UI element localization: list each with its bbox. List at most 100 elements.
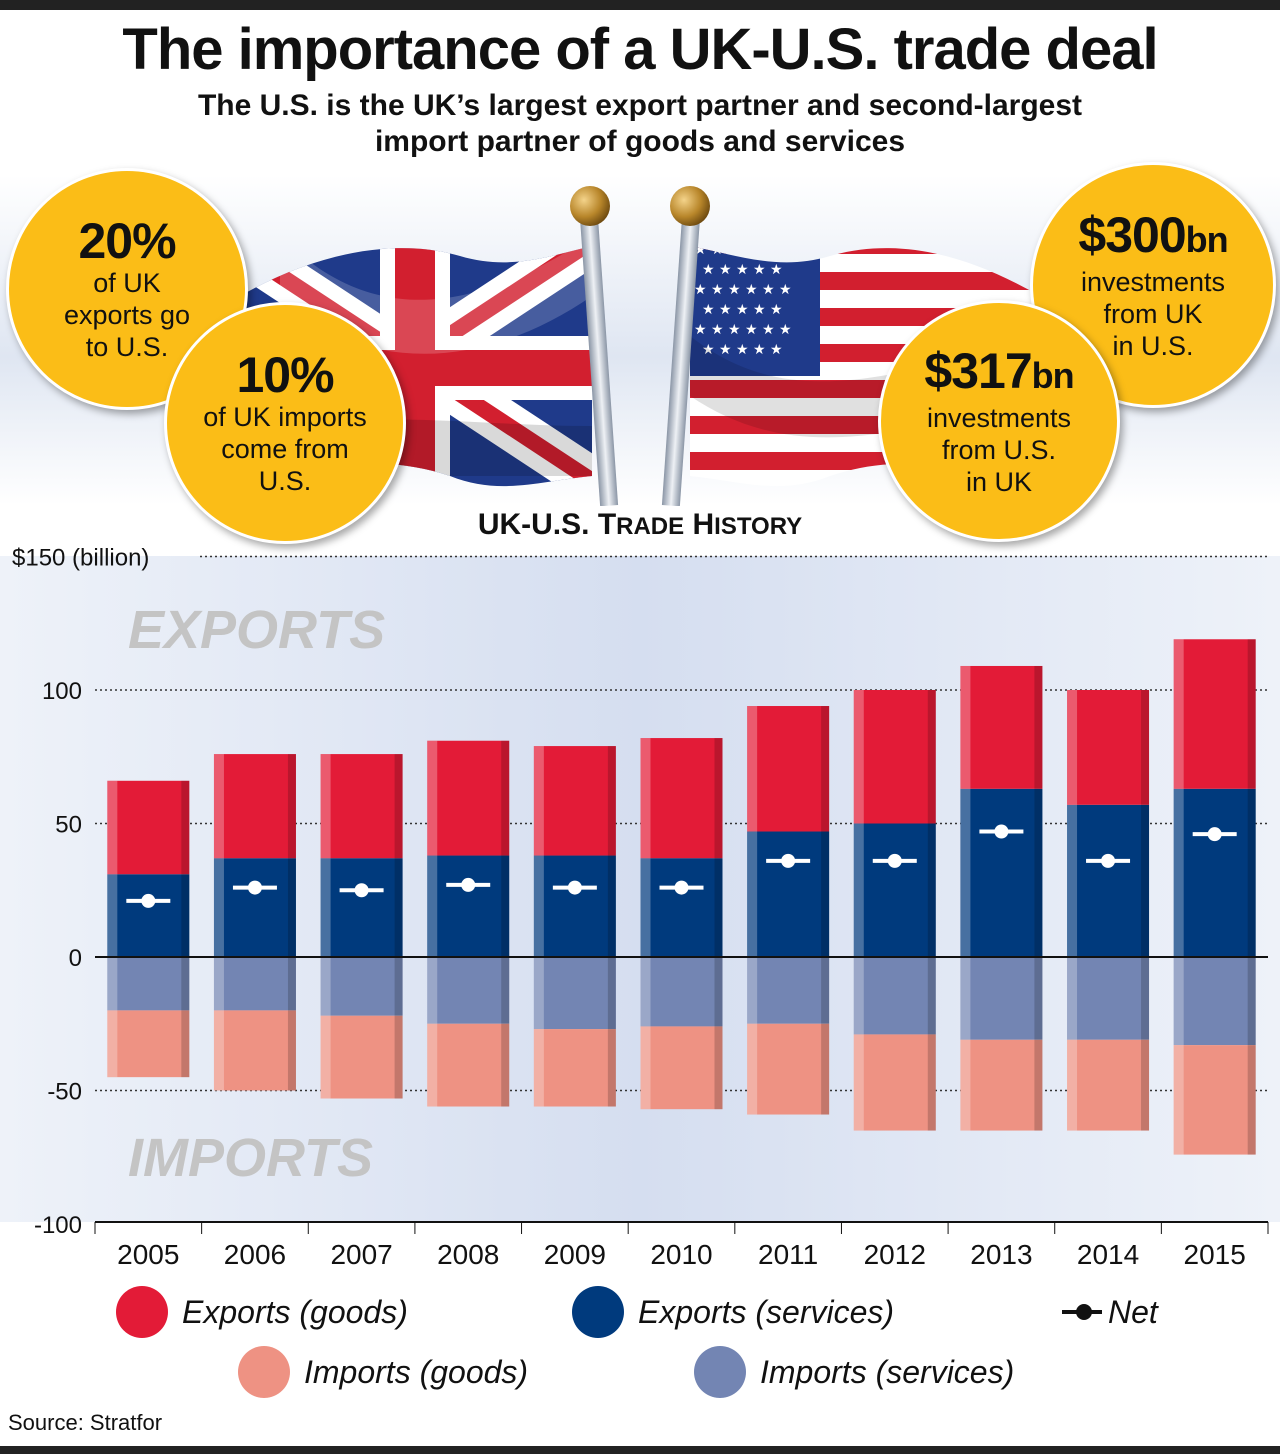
net-dot	[354, 883, 369, 898]
svg-text:★ ★ ★ ★ ★: ★ ★ ★ ★ ★	[702, 342, 783, 358]
y-axis-label: $150 (billion)	[12, 545, 149, 572]
bar-segment	[533, 855, 616, 957]
bar-highlight	[853, 823, 864, 957]
bar-highlight	[960, 957, 971, 1040]
bar-highlight	[427, 740, 438, 856]
bar-segment	[853, 1034, 936, 1131]
bar-highlight	[107, 1010, 118, 1078]
svg-text:★ ★ ★ ★ ★ ★: ★ ★ ★ ★ ★ ★	[694, 242, 792, 258]
bar-2006-imports-services	[213, 957, 296, 1011]
bar-shade	[287, 858, 296, 957]
net-marker-2005	[126, 893, 171, 908]
bar-2007-imports-services	[320, 957, 403, 1016]
x-tick-label-2008: 2008	[437, 1239, 499, 1270]
bar-2006-exports-services	[213, 858, 296, 957]
bar-2007-imports-goods	[320, 1015, 403, 1099]
bar-segment	[533, 746, 616, 856]
uk-investment-line-2: from UK	[1103, 298, 1203, 329]
bar-2010-imports-goods	[640, 1026, 723, 1110]
bar-segment	[213, 957, 296, 1011]
bar-segment	[747, 831, 830, 957]
net-marker-2015	[1192, 827, 1237, 842]
bar-highlight	[1067, 1039, 1078, 1131]
legend-exports-goods-label: Exports (goods)	[182, 1293, 408, 1330]
net-marker-2008	[446, 877, 491, 892]
svg-text:★ ★ ★ ★ ★: ★ ★ ★ ★ ★	[702, 262, 783, 278]
bar-segment	[320, 858, 403, 957]
bar-highlight	[1173, 957, 1184, 1046]
bar-2011-exports-goods	[747, 706, 830, 832]
x-tick-label-2007: 2007	[330, 1239, 392, 1270]
bar-shade	[607, 957, 616, 1030]
legend-exports-goods-swatch	[116, 1286, 168, 1338]
bar-shade	[1141, 957, 1150, 1040]
bar-shade	[287, 1010, 296, 1091]
bar-segment	[640, 957, 723, 1027]
y-tick-label-2: 0	[69, 945, 82, 972]
bar-highlight	[427, 855, 438, 957]
bar-highlight	[1067, 804, 1078, 957]
bar-2012-exports-services	[853, 823, 936, 957]
bar-2009-imports-services	[533, 957, 616, 1030]
bar-2007-exports-services	[320, 858, 403, 957]
us-investment-line-2: from U.S.	[941, 434, 1056, 465]
us-investment-value: $317bn	[924, 345, 1074, 402]
bar-highlight	[1067, 957, 1078, 1040]
bar-2014-imports-services	[1067, 957, 1150, 1040]
uk-exports-share-line-3: to U.S.	[85, 332, 169, 362]
net-dot	[141, 893, 156, 908]
bar-shade	[607, 746, 616, 856]
bar-2014-exports-services	[1067, 804, 1150, 957]
plot-background	[0, 556, 1280, 1222]
uk-exports-share-line-1: of UK	[93, 268, 161, 298]
bar-shade	[501, 855, 510, 957]
us-investment-line-1: investments	[926, 402, 1072, 433]
bar-shade	[714, 1026, 723, 1110]
us-flagpole	[661, 215, 701, 506]
x-tick-label-2015: 2015	[1184, 1239, 1246, 1270]
bar-2005-exports-goods	[107, 780, 190, 875]
legend-imports-services: Imports (services)	[694, 1346, 1014, 1398]
bar-shade	[1247, 957, 1256, 1046]
net-marker-2007	[339, 883, 384, 898]
uk-exports-share-line-2: exports go	[63, 300, 191, 330]
bar-2012-imports-services	[853, 957, 936, 1035]
bar-2013-imports-goods	[960, 1039, 1043, 1131]
bar-segment	[1067, 1039, 1150, 1131]
bar-highlight	[213, 754, 224, 859]
bar-2011-imports-services	[747, 957, 830, 1024]
uk-pole-finial	[570, 186, 610, 226]
bar-shade	[927, 957, 936, 1035]
x-tick-label-2006: 2006	[224, 1239, 286, 1270]
bar-highlight	[960, 788, 971, 957]
bar-2015-exports-services	[1173, 788, 1256, 957]
legend-exports-services-swatch	[572, 1286, 624, 1338]
bar-2008-exports-goods	[427, 740, 510, 856]
legend-imports-goods-label: Imports (goods)	[304, 1353, 529, 1390]
bar-shade	[501, 740, 510, 856]
x-tick-label-2010: 2010	[650, 1239, 712, 1270]
bar-shade	[1247, 1045, 1256, 1155]
bar-2006-imports-goods	[213, 1010, 296, 1091]
bar-2010-exports-services	[640, 858, 723, 957]
bar-highlight	[107, 780, 118, 875]
bar-segment	[107, 957, 190, 1011]
bar-segment	[747, 1023, 830, 1115]
net-dot	[247, 880, 262, 895]
bar-segment	[960, 957, 1043, 1040]
bar-shade	[1034, 665, 1043, 789]
bar-shade	[1141, 690, 1150, 805]
bar-segment	[213, 1010, 296, 1091]
bar-2007-exports-goods	[320, 754, 403, 859]
net-layer	[126, 824, 1237, 908]
bar-shade	[927, 1034, 936, 1131]
bar-highlight	[107, 874, 118, 957]
net-marker-2012	[872, 853, 917, 868]
legend-imports-goods: Imports (goods)	[238, 1346, 528, 1398]
bar-2008-imports-services	[427, 957, 510, 1024]
bar-shade	[821, 706, 830, 832]
bar-2008-imports-goods	[427, 1023, 510, 1107]
bar-highlight	[640, 858, 651, 957]
legend-net: Net	[1060, 1286, 1158, 1338]
bar-shade	[181, 780, 190, 875]
